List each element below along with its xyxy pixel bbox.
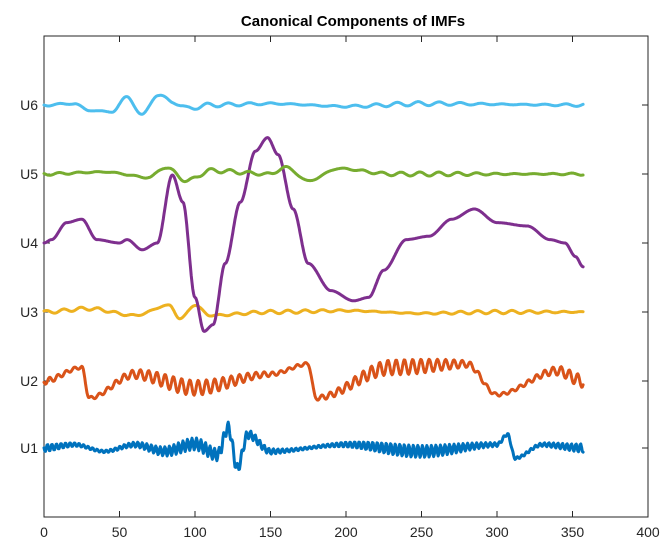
y-tick-label-u6: U6 [20, 97, 38, 113]
chart-title: Canonical Components of IMFs [241, 13, 465, 30]
y-tick-label-u4: U4 [20, 235, 38, 251]
x-tick-label: 200 [334, 524, 358, 540]
x-tick-label: 350 [561, 524, 585, 540]
x-tick-label: 150 [259, 524, 283, 540]
x-tick-label: 400 [636, 524, 660, 540]
x-tick-label: 0 [40, 524, 48, 540]
series-line-u5 [42, 165, 585, 184]
y-tick-label-u1: U1 [20, 440, 38, 456]
tick-labels: 0 50 100 150 200 250 300 350 400 U1 U2 U3 U4 U5 U6 [20, 97, 660, 540]
y-tick-label-u3: U3 [20, 304, 38, 320]
x-tick-label: 50 [112, 524, 128, 540]
axes [43, 35, 649, 518]
series-line-u3 [42, 303, 585, 321]
x-tick-label: 250 [410, 524, 434, 540]
y-tick-label-u2: U2 [20, 373, 38, 389]
x-tick-label: 100 [183, 524, 207, 540]
series-line-u4 [42, 136, 585, 333]
series-line-u1 [42, 420, 585, 471]
y-tick-label-u5: U5 [20, 166, 38, 182]
series-group [42, 93, 585, 471]
series-line-u2 [42, 357, 585, 402]
x-tick-label: 300 [485, 524, 509, 540]
series-line-u6 [42, 93, 585, 116]
